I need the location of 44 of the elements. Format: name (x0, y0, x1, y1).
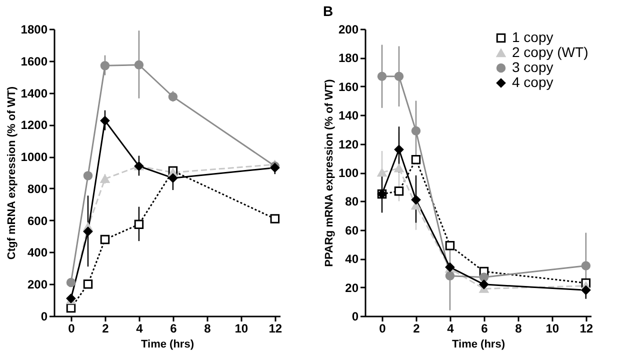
y-tick-label: 180 (338, 51, 359, 66)
x-tick-label: 10 (234, 322, 248, 336)
x-axis-title: Time (hrs) (452, 338, 506, 350)
y-tick-label: 0 (40, 310, 48, 324)
y-tick-label: 20 (345, 280, 359, 295)
x-tick-label: 6 (481, 322, 488, 336)
y-tick-label: 400 (27, 246, 48, 260)
y-tick-label: 200 (338, 22, 359, 36)
y-axis-title: PPARg mRNA expression (% of WT) (323, 78, 336, 267)
x-tick-label: 4 (136, 322, 144, 336)
y-tick-label: 600 (27, 214, 48, 228)
y-tick-label: 1000 (20, 150, 48, 164)
y-tick-label: 80 (345, 194, 359, 209)
y-tick-label: 40 (345, 252, 359, 266)
legend-label: 4 copy (512, 74, 554, 90)
y-tick-label: 60 (345, 223, 359, 238)
y-axis-title: Ctgf mRNA expression (% of WT) (6, 86, 18, 260)
y-tick-label: 160 (338, 80, 359, 94)
legend-label: 3 copy (512, 59, 554, 75)
x-tick-label: 2 (102, 322, 110, 336)
y-tick-label: 140 (338, 108, 359, 123)
x-tick-label: 8 (204, 322, 212, 336)
x-tick-label: 10 (546, 322, 560, 336)
y-tick-label: 200 (27, 278, 48, 292)
x-tick-label: 2 (413, 322, 420, 336)
x-tick-label: 4 (447, 322, 454, 336)
legend-label: 1 copy (512, 29, 554, 45)
x-tick-label: 6 (170, 322, 178, 336)
chart-title: B (322, 3, 334, 19)
y-tick-label: 100 (338, 166, 359, 180)
y-tick-label: 1600 (20, 54, 48, 68)
y-tick-label: 1400 (20, 86, 48, 100)
x-tick-label: 12 (580, 322, 594, 336)
y-tick-label: 800 (27, 182, 48, 196)
x-tick-label: 0 (379, 322, 386, 336)
x-tick-label: 8 (515, 322, 522, 336)
y-tick-label: 0 (352, 310, 359, 324)
y-tick-label: 1800 (20, 22, 48, 36)
x-tick-label: 12 (268, 322, 282, 336)
y-tick-label: 120 (338, 137, 359, 152)
x-tick-label: 0 (68, 322, 76, 336)
y-tick-label: 1200 (20, 118, 48, 132)
x-axis-title: Time (hrs) (141, 338, 194, 350)
legend-label: 2 copy (WT) (512, 44, 588, 60)
